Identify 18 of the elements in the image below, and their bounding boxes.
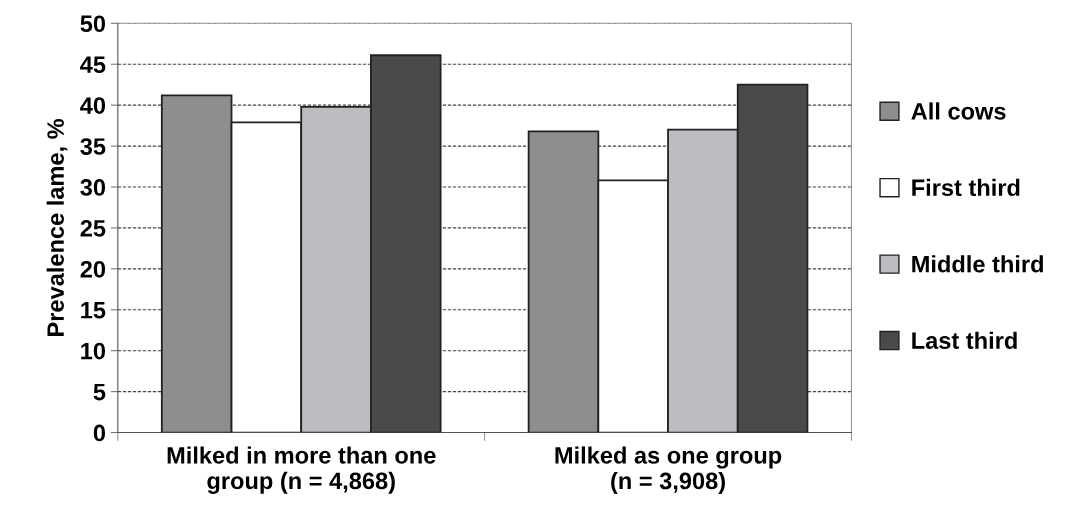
legend-label: First third	[912, 178, 1020, 197]
y-tick-label: 0	[93, 424, 106, 442]
y-tick-label: 35	[80, 138, 106, 155]
y-tick-label: 30	[80, 179, 106, 196]
y-tick-label: 10	[81, 342, 106, 360]
legend-label: Middle third	[912, 255, 1043, 273]
y-tick-label: 50	[80, 15, 106, 33]
y-tick-label: 40	[80, 97, 106, 114]
y-axis-title: Prevalence lame, %	[46, 118, 68, 336]
x-tick-label: Milked as one group (n = 3,908)	[555, 446, 782, 494]
y-tick-label: 15	[81, 302, 106, 319]
y-tick-label: 20	[80, 260, 106, 278]
legend-label: All cows	[911, 102, 1006, 120]
legend-label: Last third	[912, 331, 1017, 349]
y-tick-label: 45	[80, 56, 106, 74]
x-tick-label: Milked in more than one group (n = 4,868)	[167, 446, 436, 494]
y-tick-label: 25	[80, 219, 106, 237]
y-tick-label: 5	[93, 383, 106, 401]
